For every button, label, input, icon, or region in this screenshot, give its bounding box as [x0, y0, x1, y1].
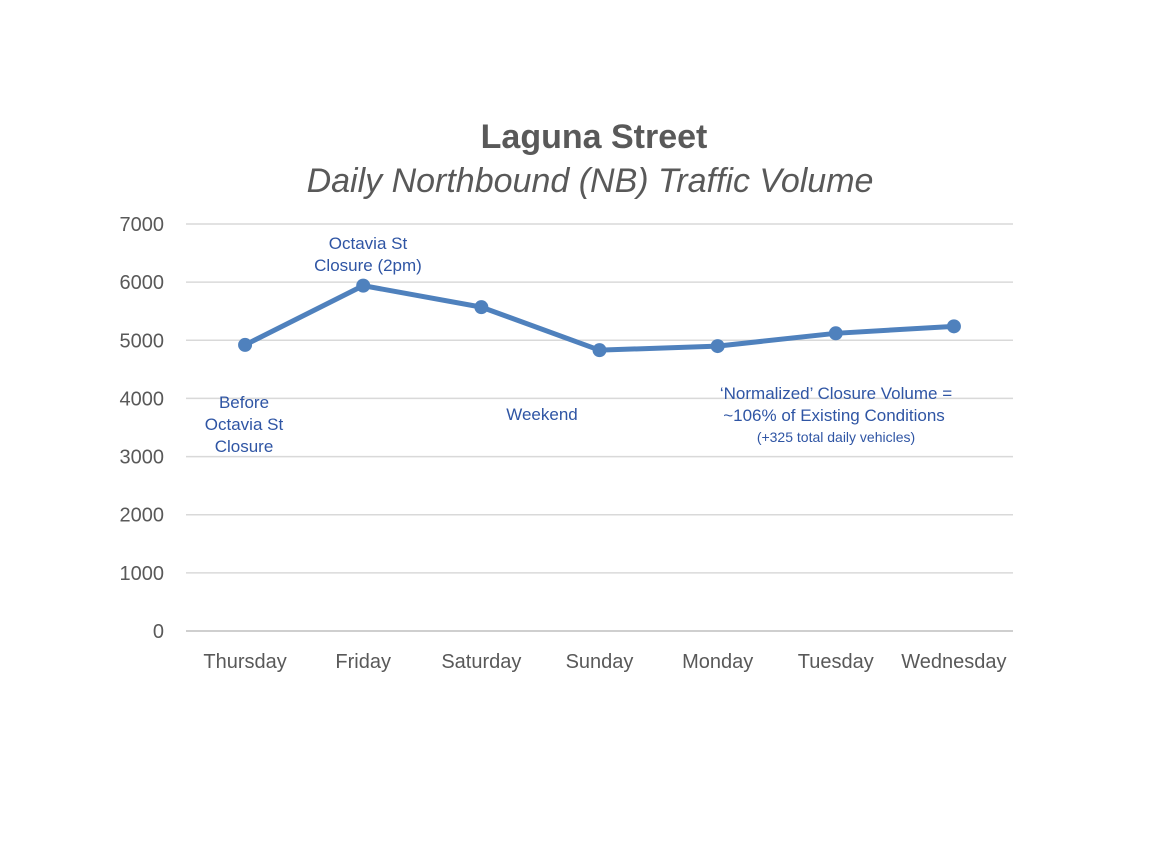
x-tick-label: Saturday: [441, 651, 521, 673]
y-tick-label: 5000: [120, 330, 165, 352]
y-tick-label: 0: [153, 621, 164, 643]
x-tick-label: Thursday: [203, 651, 286, 673]
x-tick-label: Wednesday: [901, 651, 1006, 673]
data-point: [710, 339, 725, 354]
x-tick-label: Friday: [335, 651, 391, 673]
x-tick-label: Sunday: [566, 651, 634, 673]
annotation-closure-line-1: Octavia St: [329, 234, 408, 253]
annotation-before-line-2: Octavia St: [205, 415, 284, 434]
annotation-before-line-1: Before: [219, 393, 269, 412]
y-tick-label: 4000: [120, 388, 165, 410]
annotation-normalized-line-2: ~106% of Existing Conditions: [723, 406, 945, 425]
annotation-before-closure: Before Octavia St Closure: [205, 393, 284, 456]
annotation-before-line-3: Closure: [215, 437, 274, 456]
chart-subtitle: Daily Northbound (NB) Traffic Volume: [307, 162, 874, 200]
x-axis-ticks: Thursday Friday Saturday Sunday Monday Tuesda…: [203, 651, 1006, 673]
data-point: [238, 337, 253, 352]
y-tick-label: 2000: [120, 505, 165, 527]
annotation-normalized-note: (+325 total daily vehicles): [757, 429, 915, 445]
y-tick-label: 6000: [120, 272, 165, 294]
y-tick-label: 1000: [120, 563, 165, 585]
data-point: [828, 326, 843, 341]
x-tick-label: Tuesday: [798, 651, 874, 673]
gridlines: [186, 223, 1013, 632]
chart-title: Laguna Street: [481, 118, 708, 156]
x-tick-label: Monday: [682, 651, 753, 673]
annotation-closure-line-2: Closure (2pm): [314, 256, 422, 275]
y-axis-ticks: 0 1000 2000 3000 4000 5000 6000 7000: [120, 214, 165, 643]
y-tick-label: 3000: [120, 447, 165, 469]
annotation-normalized-line-1: ‘Normalized’ Closure Volume =: [720, 384, 952, 403]
data-point: [356, 278, 371, 293]
series-group: [238, 278, 961, 358]
data-point: [592, 343, 607, 358]
y-tick-label: 7000: [120, 214, 165, 236]
data-point: [946, 319, 961, 334]
annotation-weekend: Weekend: [506, 405, 578, 424]
annotation-closure: Octavia St Closure (2pm): [314, 234, 422, 275]
data-point: [474, 300, 489, 315]
annotation-normalized: ‘Normalized’ Closure Volume = ~106% of E…: [720, 384, 952, 445]
